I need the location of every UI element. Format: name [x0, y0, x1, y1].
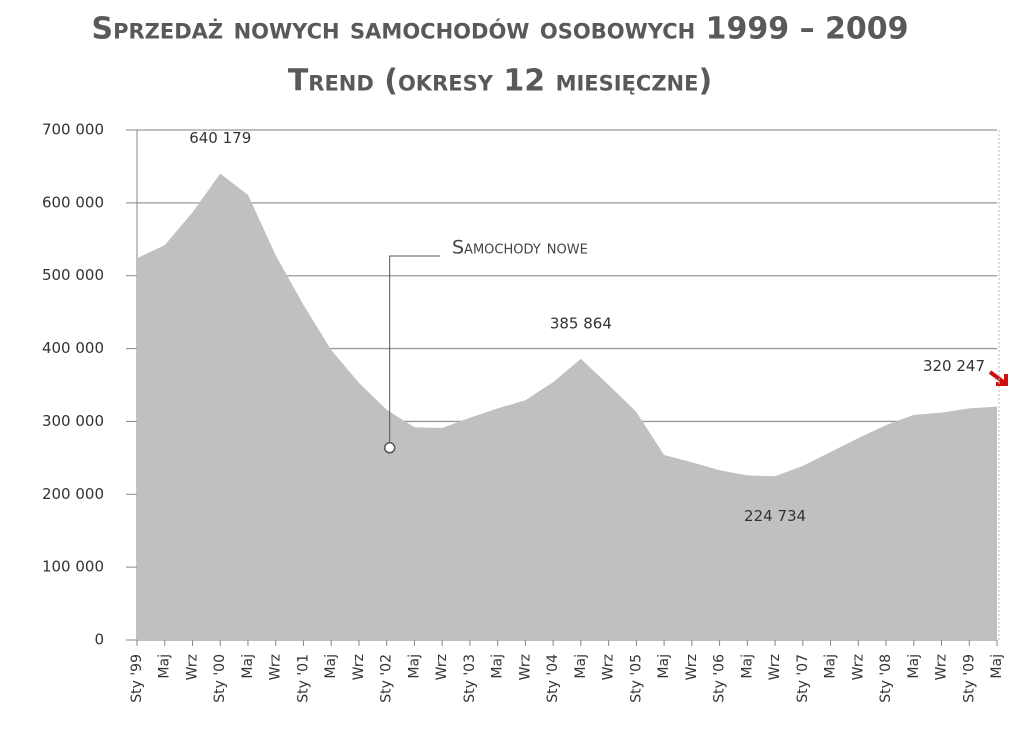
x-tick-label: Maj [157, 654, 173, 679]
x-tick-label: Wrz [434, 654, 450, 680]
x-tick-label: Sty '00 [212, 654, 228, 703]
x-tick-label: Sty '08 [878, 654, 894, 703]
x-tick-label: Wrz [351, 654, 367, 680]
x-tick-label: Sty '09 [961, 654, 977, 703]
x-tick-label: Sty '04 [545, 654, 561, 703]
x-tick-label: Maj [823, 654, 839, 679]
x-tick-label: Sty '05 [628, 654, 644, 703]
x-tick-label: Maj [490, 654, 506, 679]
chart-subtitle: Trend (okresy 12 miesięczne) [288, 64, 712, 99]
x-tick-label: Maj [240, 654, 256, 679]
callout-dot [383, 442, 396, 454]
x-tick-label: Sty '01 [295, 654, 311, 703]
x-tick-label: Maj [739, 654, 755, 679]
y-tick-label: 500 000 [42, 266, 104, 284]
x-tick-label: Wrz [767, 654, 783, 680]
value-label: 224 734 [744, 507, 806, 525]
y-tick-label: 400 000 [42, 339, 104, 357]
x-tick-label: Wrz [934, 654, 950, 680]
x-tick-label: Maj [656, 654, 672, 679]
x-tick-label: Maj [989, 654, 1005, 679]
callout-line [389, 255, 440, 448]
y-tick-label: 100 000 [42, 558, 104, 576]
legend-label: Samochody nowe [452, 237, 588, 259]
y-tick-label: 700 000 [42, 121, 104, 139]
x-tick-label: Maj [323, 654, 339, 679]
x-tick-label: Maj [406, 654, 422, 679]
y-tick-label: 0 [94, 631, 104, 649]
x-tick-label: Wrz [684, 654, 700, 680]
x-tick-label: Wrz [517, 654, 533, 680]
x-tick-label: Wrz [268, 654, 284, 680]
trend-arrow [988, 370, 1008, 386]
x-tick-label: Maj [906, 654, 922, 679]
x-tick-label: Wrz [184, 654, 200, 680]
x-tick-label: Wrz [601, 654, 617, 680]
y-tick-label: 300 000 [42, 412, 104, 430]
x-tick-label: Wrz [850, 654, 866, 680]
value-label: 320 247 [923, 357, 985, 375]
chart-title: Sprzedaż nowych samochodów osobowych 199… [91, 12, 908, 47]
x-tick-label: Maj [573, 654, 589, 679]
value-label: 385 864 [550, 314, 612, 332]
x-tick-label: Sty '07 [795, 654, 811, 703]
y-tick-label: 200 000 [42, 485, 104, 503]
x-tick-label: Sty '06 [712, 654, 728, 703]
x-tick-label: Sty '03 [462, 654, 478, 703]
area [137, 173, 997, 641]
y-tick-label: 600 000 [42, 193, 104, 211]
value-label: 640 179 [189, 129, 251, 147]
x-tick-label: Sty '02 [379, 654, 395, 703]
x-tick-label: Sty '99 [129, 654, 145, 703]
